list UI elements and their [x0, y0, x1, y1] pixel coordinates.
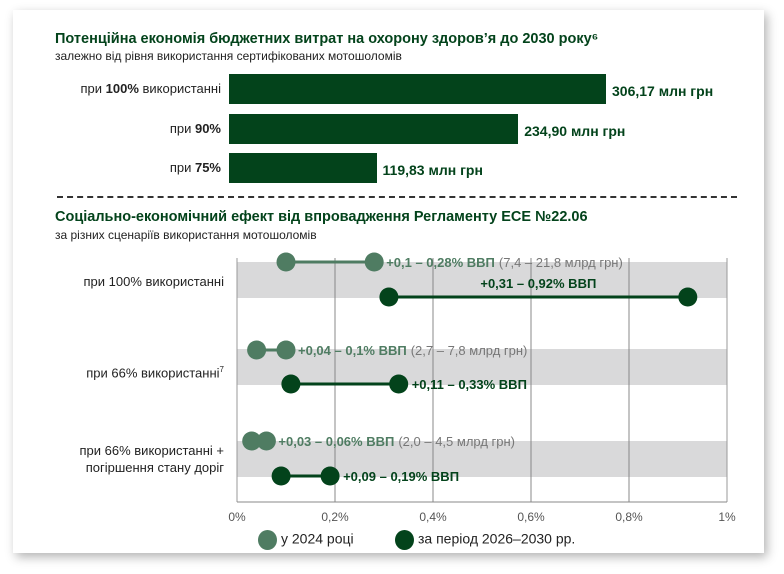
row-label: при 66% використанні7: [86, 365, 224, 381]
legend-swatch-2024: [258, 530, 277, 550]
row-label: при 66% використанні + погіршення стану д…: [79, 443, 225, 475]
bar-category-label: при 75%: [169, 160, 221, 175]
y2024-label: +0,03 – 0,06% ВВП (2,0 – 4,5 млрд грн): [278, 434, 515, 449]
y2024-min-dot: [242, 431, 262, 451]
row-band: [237, 349, 727, 385]
bar: [229, 153, 377, 183]
y2024-min-dot: [247, 340, 267, 360]
period-max-dot: [320, 466, 340, 486]
bar-chart-title: Потенційна економія бюджетних витрат на …: [55, 31, 599, 47]
x-tick-label: 0,6%: [517, 510, 545, 524]
x-tick-label: 1%: [718, 510, 736, 524]
y2024-label: +0,1 – 0,28% ВВП (7,4 – 21,8 млрд грн): [386, 255, 623, 270]
row-band: [237, 441, 727, 477]
legend-swatch-period: [395, 530, 414, 550]
bar-value-label: 119,83 млн грн: [382, 162, 483, 178]
x-tick-label: 0,8%: [615, 510, 643, 524]
legend-item-2024: у 2024 році: [258, 530, 354, 550]
row-label: при 100% використанні: [83, 274, 224, 289]
legend-label: у 2024 році: [281, 530, 354, 547]
bar-value-label: 234,90 млн грн: [524, 123, 626, 139]
period-label: +0,11 – 0,33% ВВП: [412, 377, 527, 392]
x-tick-label: 0%: [228, 510, 246, 524]
y2024-label: +0,04 – 0,1% ВВП (2,7 – 7,8 млрд грн): [298, 343, 527, 358]
period-min-dot: [379, 287, 399, 307]
dumbbell-chart-subtitle: за різних сценаріїв використання мотошол…: [55, 228, 317, 242]
bar-value-label: 306,17 млн грн: [612, 83, 714, 99]
period-min-dot: [281, 374, 301, 394]
bar: [229, 74, 606, 104]
row-band: [237, 262, 727, 298]
y2024-max-dot: [256, 431, 276, 451]
bar-chart-subtitle: залежно від рівня використання сертифіко…: [55, 49, 402, 63]
period-max-dot: [678, 287, 698, 307]
y2024-max-dot: [276, 340, 296, 360]
period-min-dot: [271, 466, 291, 486]
y2024-min-dot: [276, 252, 296, 272]
bar: [229, 114, 519, 144]
period-max-dot: [389, 374, 409, 394]
x-tick-label: 0,2%: [321, 510, 349, 524]
legend-label: за період 2026–2030 рр.: [418, 530, 576, 547]
period-label: +0,31 – 0,92% ВВП: [480, 276, 596, 291]
period-label: +0,09 – 0,19% ВВП: [343, 469, 459, 484]
legend-item-period: за період 2026–2030 рр.: [395, 530, 575, 550]
bar-category-label: при 100% використанні: [80, 81, 221, 96]
bar-category-label: при 90%: [169, 121, 221, 136]
y2024-max-dot: [364, 252, 384, 272]
dumbbell-chart-title: Соціально-економічний ефект від впровадж…: [55, 209, 588, 225]
x-tick-label: 0,4%: [419, 510, 447, 524]
section-divider: [57, 196, 737, 198]
